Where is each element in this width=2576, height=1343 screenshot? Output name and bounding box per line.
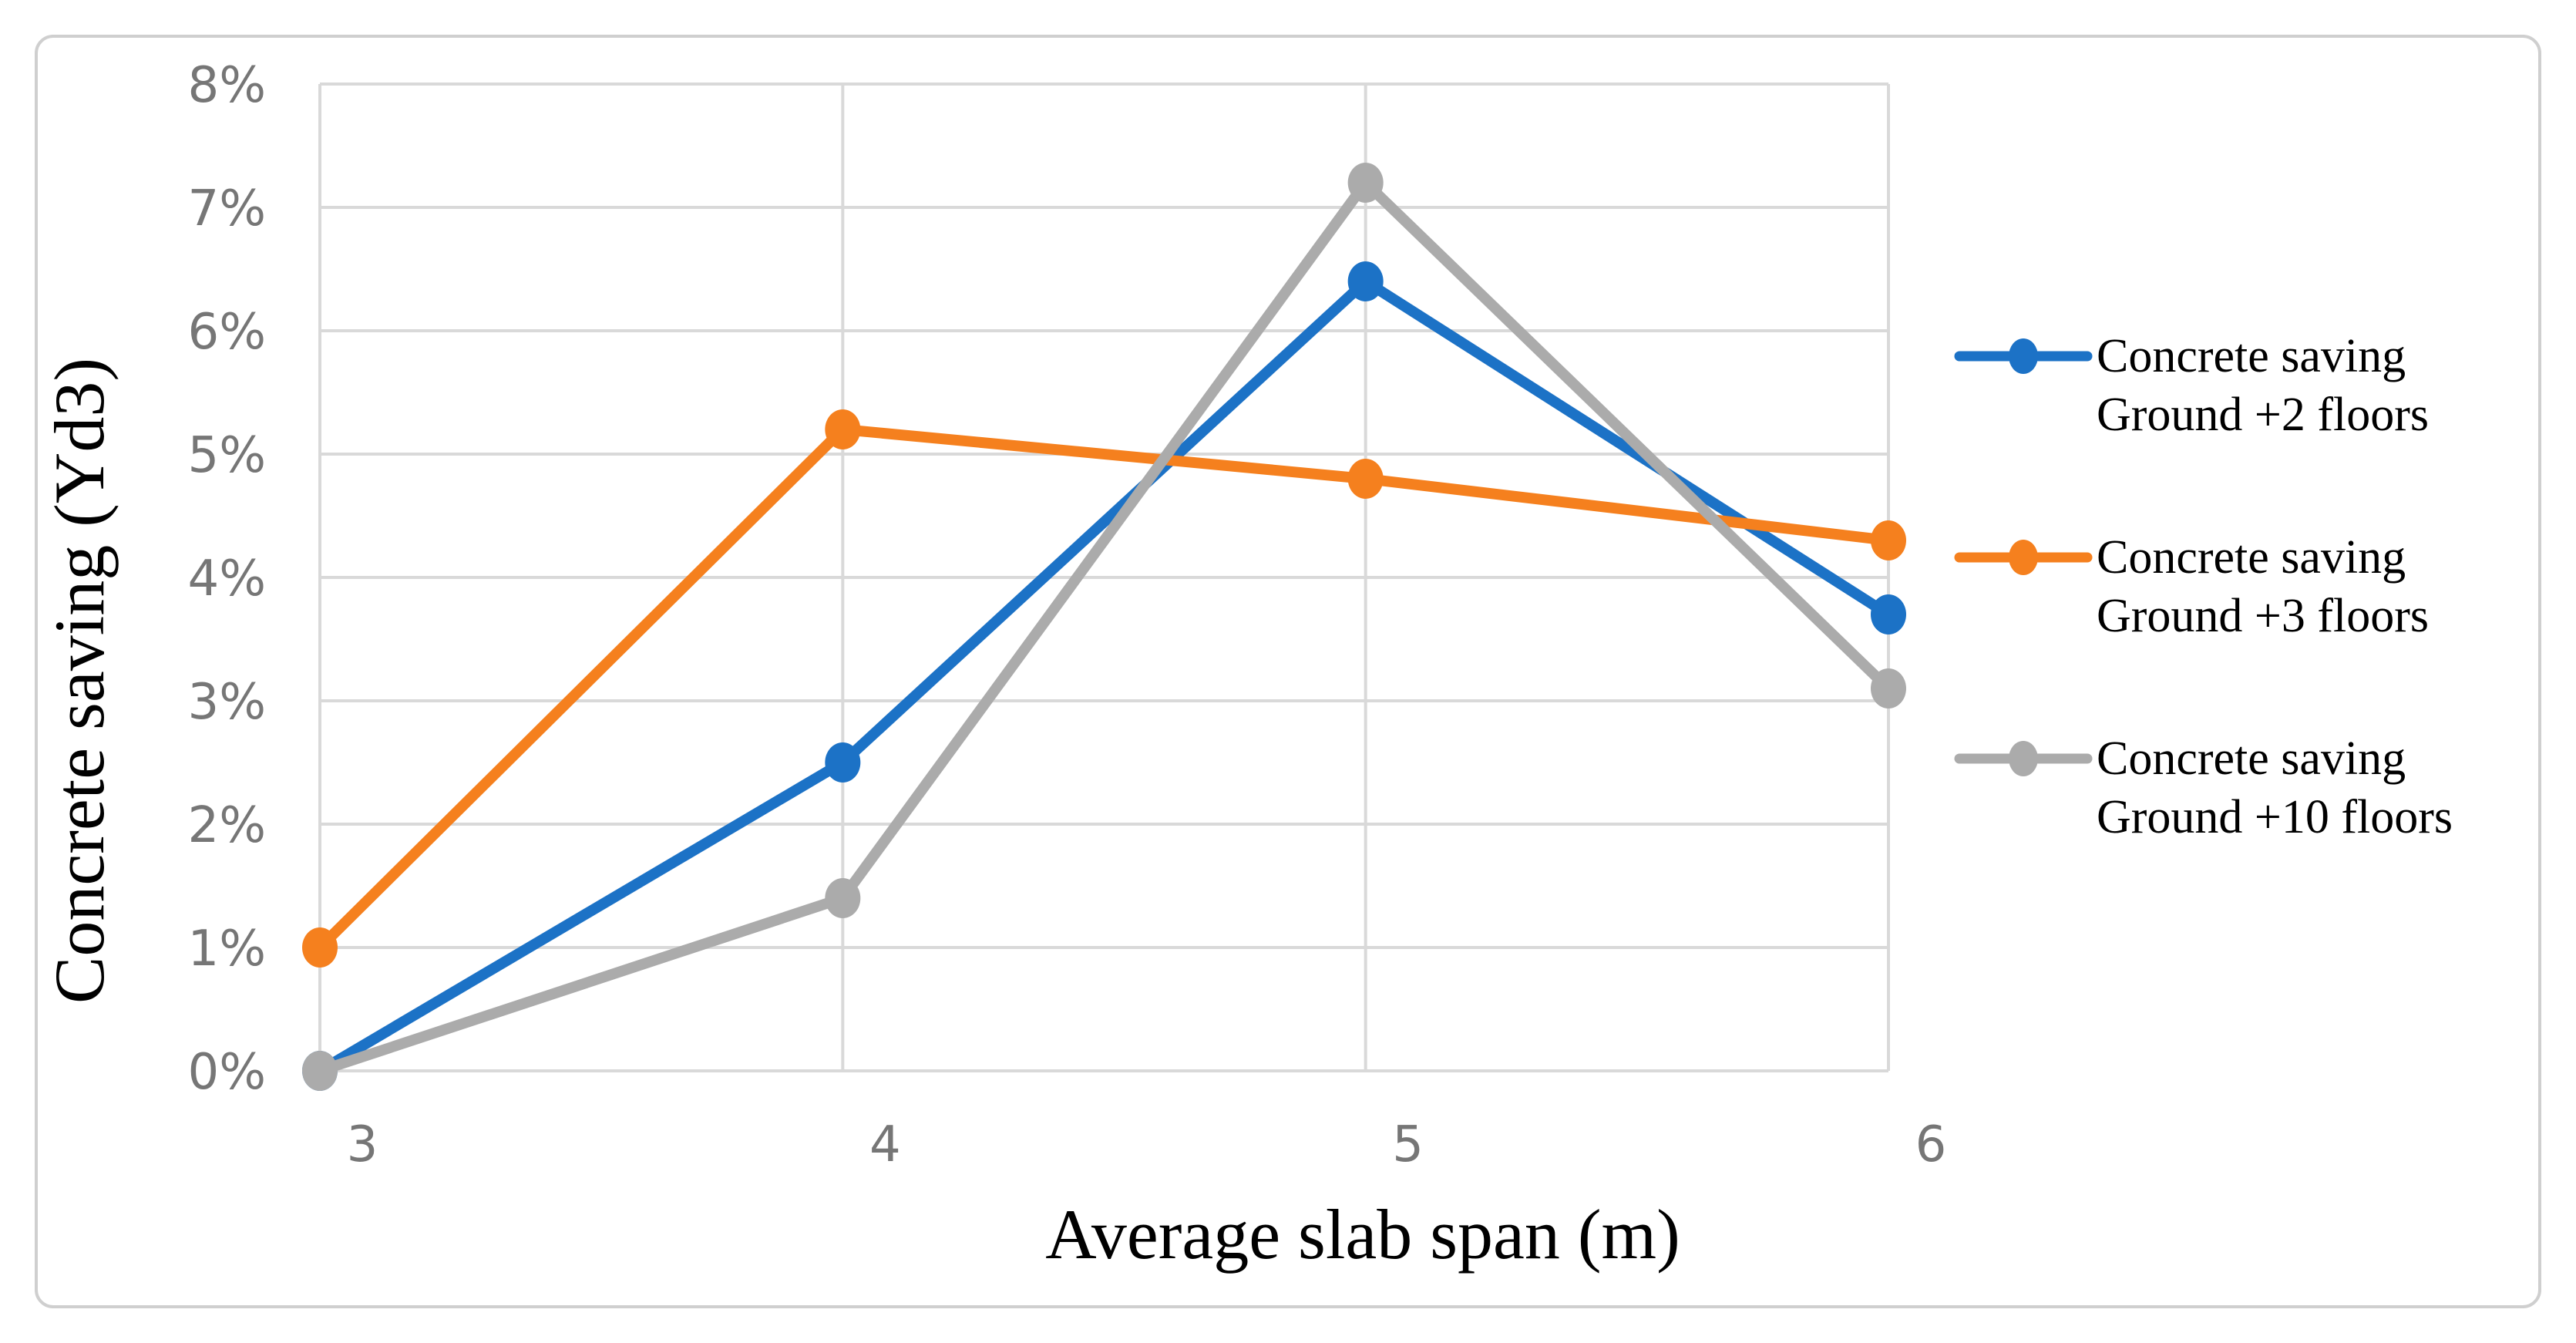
data-point-marker (1871, 594, 1906, 634)
legend-entry: Concrete saving Ground +2 floors (1954, 327, 2429, 444)
legend-entry: Concrete saving Ground +10 floors (1954, 729, 2453, 847)
tick-labels: 0% 1% 2% 3% 4% 5% 6% 7% 8% 3 4 5 6 (187, 57, 1946, 1173)
series-group (302, 163, 1906, 1091)
legend-label-line: Ground +3 floors (2097, 590, 2430, 642)
legend-label: Concrete saving Ground +10 floors (2097, 729, 2453, 847)
legend-label-line: Concrete saving (2097, 330, 2406, 382)
data-point-marker (825, 409, 861, 449)
y-tick-label: 6% (187, 304, 266, 361)
legend-marker-icon (1954, 338, 2093, 374)
legend-label-line: Concrete saving (2097, 732, 2406, 785)
legend-label-line: Ground +2 floors (2097, 389, 2430, 441)
series-line (314, 276, 1894, 1076)
series-1 (302, 261, 1906, 1091)
data-point-marker (1347, 261, 1384, 301)
y-tick-label: 3% (187, 674, 266, 731)
series-3 (302, 163, 1906, 1091)
legend-label: Concrete saving Ground +2 floors (2097, 327, 2429, 444)
y-tick-label: 8% (187, 57, 266, 114)
x-tick-label: 3 (347, 1116, 378, 1173)
legend-label-line: Concrete saving (2097, 531, 2406, 584)
legend-marker-icon (1954, 540, 2093, 575)
gridlines (318, 82, 1890, 1072)
x-tick-label: 4 (869, 1116, 901, 1173)
legend-point-marker (2009, 540, 2038, 575)
x-tick-label: 6 (1915, 1116, 1947, 1173)
x-tick-label: 5 (1392, 1116, 1424, 1173)
y-axis-title: Concrete saving (Yd3) (40, 358, 119, 1004)
y-tick-label: 0% (187, 1044, 266, 1101)
data-point-marker (1871, 520, 1906, 560)
legend-entry: Concrete saving Ground +3 floors (1954, 528, 2429, 645)
data-point-marker (302, 927, 338, 968)
y-tick-label: 7% (187, 180, 266, 237)
series-2 (302, 409, 1906, 968)
legend-point-marker (2009, 741, 2038, 776)
data-point-marker (1871, 668, 1906, 709)
series-line (314, 424, 1894, 953)
data-point-marker (1347, 163, 1384, 203)
data-point-marker (825, 878, 861, 918)
y-tick-label: 2% (187, 797, 266, 854)
y-tick-label: 1% (187, 921, 266, 978)
legend-label-line: Ground +10 floors (2097, 791, 2453, 843)
data-point-marker (302, 1051, 338, 1091)
y-tick-label: 4% (187, 550, 266, 608)
data-point-marker (1347, 459, 1384, 499)
y-tick-label: 5% (187, 427, 266, 484)
data-point-marker (825, 742, 861, 783)
series-line (314, 177, 1894, 1076)
legend-point-marker (2009, 338, 2038, 374)
legend-label: Concrete saving Ground +3 floors (2097, 528, 2429, 645)
x-axis-title: Average slab span (m) (1045, 1195, 1680, 1274)
legend-marker-icon (1954, 741, 2093, 776)
